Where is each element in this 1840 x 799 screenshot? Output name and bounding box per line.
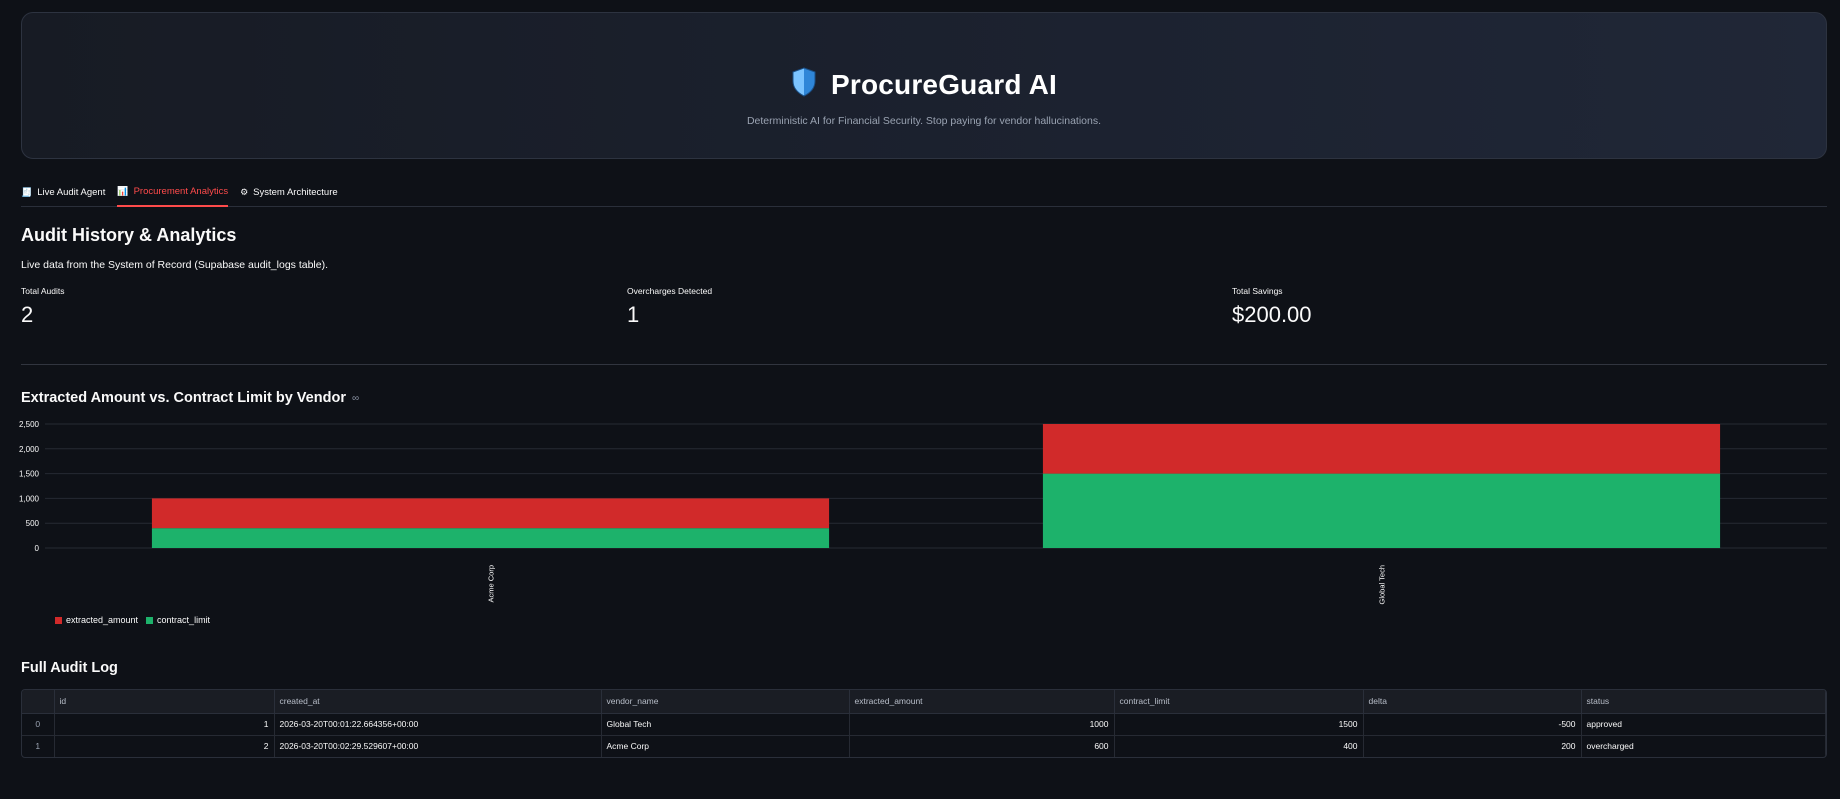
cell-vendor-name[interactable]: Global Tech [601, 713, 850, 736]
metric-total-savings: Total Savings $200.00 [1232, 286, 1312, 328]
cell-delta[interactable]: -500 [1363, 713, 1582, 736]
column-header[interactable]: delta [1363, 690, 1582, 714]
cell-created-at[interactable]: 2026-03-20T00:02:29.529607+00:00 [274, 735, 602, 757]
metric-total-audits: Total Audits 2 [21, 286, 64, 328]
legend-label: extracted_amount [66, 615, 139, 625]
metric-label: Total Savings [1232, 286, 1283, 296]
bar-chart-icon: 📊 [117, 185, 129, 196]
bar-chart[interactable]: 0 500 1,000 1,500 2,000 2,500 Acme Corp Global … [0, 410, 1840, 610]
table-row[interactable]: 0 1 2026-03-20T00:01:22.664356+00:00 Glo… [22, 713, 1826, 736]
metric-overcharges: Overcharges Detected 1 [627, 286, 712, 328]
cell-contract-limit[interactable]: 400 [1114, 735, 1364, 757]
metric-value: $200.00 [1232, 302, 1312, 327]
audit-log-table[interactable]: id created_at vendor_name extracted_amou… [21, 689, 1827, 758]
tab-label: System Architecture [253, 186, 338, 198]
chart-heading-text: Extracted Amount vs. Contract Limit by V… [21, 390, 346, 406]
x-tick-label: Global Tech [1378, 565, 1387, 604]
page-caption: Live data from the System of Record (Sup… [21, 259, 329, 271]
bar-contract_limit[interactable] [151, 528, 830, 548]
legend-item-contract-limit[interactable]: contract_limit [146, 615, 210, 625]
gear-icon: ⚙ [240, 186, 249, 197]
column-header[interactable]: extracted_amount [849, 690, 1115, 714]
table-row[interactable]: 1 2 2026-03-20T00:02:29.529607+00:00 Acm… [22, 735, 1826, 757]
row-index: 1 [22, 735, 55, 757]
cell-vendor-name[interactable]: Acme Corp [601, 735, 850, 757]
chart-heading: Extracted Amount vs. Contract Limit by V… [21, 390, 359, 406]
metric-label: Total Audits [21, 286, 65, 296]
y-tick-label: 0 [35, 544, 40, 553]
legend-item-extracted-amount[interactable]: extracted_amount [55, 615, 138, 625]
shield-icon [791, 67, 817, 102]
app-subtitle: Deterministic AI for Financial Security.… [746, 115, 1102, 127]
cell-id[interactable]: 2 [54, 735, 275, 757]
column-header[interactable] [22, 690, 55, 714]
cell-created-at[interactable]: 2026-03-20T00:01:22.664356+00:00 [274, 713, 602, 736]
column-header[interactable]: status [1581, 690, 1826, 714]
legend-swatch [55, 616, 62, 624]
page-heading: Audit History & Analytics [21, 225, 237, 245]
hero-title-row: ProcureGuard AI [22, 67, 1826, 102]
tab-label: Procurement Analytics [133, 185, 229, 197]
metric-value: 1 [627, 302, 640, 327]
cell-contract-limit[interactable]: 1500 [1114, 713, 1364, 736]
column-header[interactable]: created_at [274, 690, 602, 714]
tab-label: Live Audit Agent [37, 186, 106, 198]
tab-procurement-analytics[interactable]: 📊 Procurement Analytics [117, 183, 229, 207]
legend-label: contract_limit [157, 615, 211, 625]
y-tick-label: 1,500 [19, 470, 40, 479]
metric-value: 2 [21, 302, 34, 327]
hero-banner: ProcureGuard AI Deterministic AI for Fin… [21, 12, 1827, 159]
column-header[interactable]: id [54, 690, 275, 714]
column-header[interactable]: vendor_name [601, 690, 850, 714]
cell-status[interactable]: approved [1581, 713, 1826, 736]
bar-contract_limit[interactable] [1042, 473, 1721, 548]
tab-live-audit-agent[interactable]: 🧾 Live Audit Agent [21, 183, 105, 207]
bar-extracted_amount[interactable] [151, 498, 830, 529]
legend-swatch [146, 616, 154, 624]
receipt-icon: 🧾 [21, 186, 33, 197]
tab-bar: 🧾 Live Audit Agent 📊 Procurement Analyti… [21, 183, 1827, 207]
bar-extracted_amount[interactable] [1042, 424, 1721, 474]
cell-extracted-amount[interactable]: 600 [849, 735, 1115, 757]
cell-status[interactable]: overcharged [1581, 735, 1826, 757]
column-header[interactable]: contract_limit [1114, 690, 1364, 714]
y-tick-label: 500 [26, 519, 40, 528]
log-heading: Full Audit Log [21, 660, 118, 676]
y-tick-label: 1,000 [19, 494, 40, 503]
table-header-row: id created_at vendor_name extracted_amou… [22, 690, 1826, 714]
y-tick-label: 2,500 [19, 420, 40, 429]
cell-delta[interactable]: 200 [1363, 735, 1582, 757]
section-divider [21, 364, 1827, 365]
link-icon[interactable]: ∞ [351, 392, 360, 404]
row-index: 0 [22, 713, 55, 736]
tab-system-architecture[interactable]: ⚙ System Architecture [240, 183, 338, 207]
metric-label: Overcharges Detected [627, 286, 713, 296]
y-tick-label: 2,000 [19, 445, 40, 454]
app-title: ProcureGuard AI [830, 68, 1057, 100]
cell-extracted-amount[interactable]: 1000 [849, 713, 1115, 736]
chart-legend: extracted_amount contract_limit [55, 615, 210, 625]
x-tick-label: Acme Corp [487, 565, 496, 603]
cell-id[interactable]: 1 [54, 713, 275, 736]
